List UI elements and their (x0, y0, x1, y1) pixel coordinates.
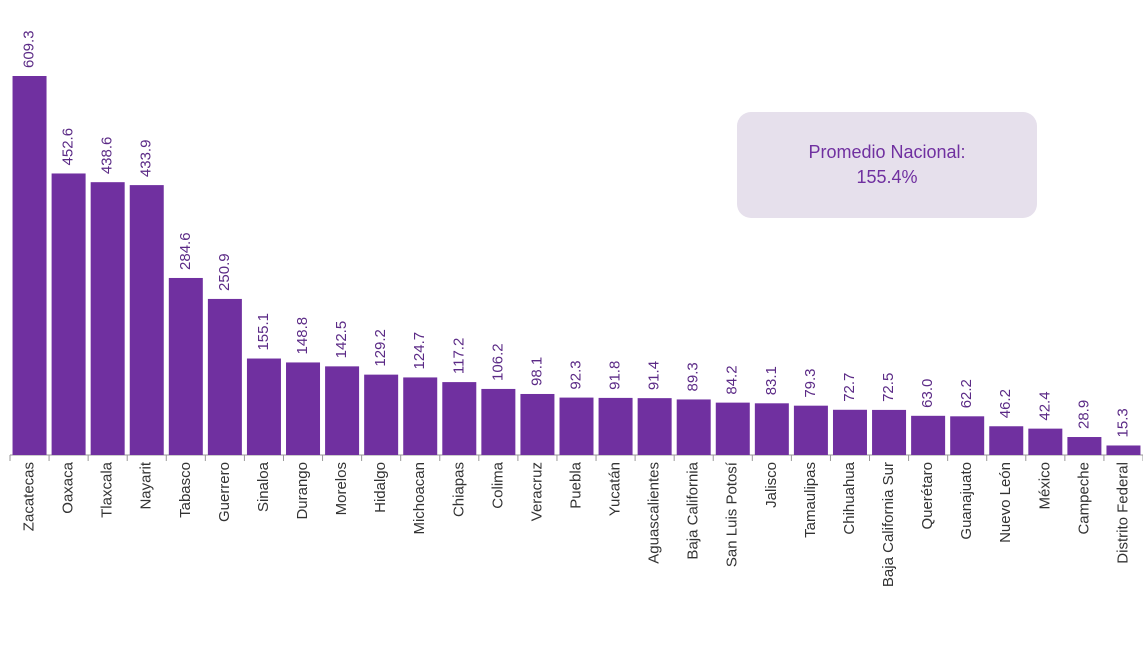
bar (754, 403, 789, 455)
value-label: 15.3 (1114, 408, 1131, 437)
bar (90, 182, 125, 455)
bar (168, 277, 203, 455)
value-label: 63.0 (919, 379, 936, 408)
x-tick-label: Morelos (333, 462, 350, 515)
bar (598, 397, 633, 455)
value-label: 91.8 (607, 361, 624, 390)
x-tick-label: Campeche (1075, 462, 1092, 535)
annotation: Promedio Nacional: (808, 142, 965, 162)
bar (403, 377, 438, 455)
bar (1028, 428, 1063, 455)
x-tick-label: Hidalgo (372, 462, 389, 513)
x-tick-label: Yucatán (607, 462, 624, 516)
x-tick-label: Veracruz (528, 462, 545, 521)
x-tick-label: Baja California (685, 461, 702, 559)
annotation: 155.4% (856, 167, 917, 187)
bar (207, 298, 242, 455)
bar (51, 173, 86, 455)
x-tick-label: Chiapas (450, 462, 467, 517)
value-label: 42.4 (1036, 391, 1053, 420)
value-label: 72.5 (880, 373, 897, 402)
x-tick-label: San Luis Potosí (724, 461, 741, 567)
x-tick-label: Tamaulipas (802, 462, 819, 538)
value-label: 89.3 (685, 362, 702, 391)
x-tick-label: Chihuahua (841, 461, 858, 534)
value-label: 117.2 (450, 338, 467, 374)
value-label: 433.9 (138, 140, 155, 178)
x-tick-label: Zacatecas (21, 462, 38, 531)
value-label: 92.3 (567, 360, 584, 389)
value-label: 83.1 (763, 366, 780, 395)
bar (911, 415, 946, 455)
value-label: 84.2 (724, 365, 741, 394)
x-tick-label: Nayarit (138, 461, 155, 509)
value-label: 155.1 (255, 313, 272, 351)
bar (364, 374, 399, 455)
bar (1106, 445, 1141, 455)
x-tick-label: Colima (489, 461, 506, 508)
x-tick-label: Oaxaca (60, 461, 77, 513)
x-tick-label: Guerrero (216, 462, 233, 522)
bar (872, 409, 907, 455)
x-tick-label: Aguascalientes (646, 462, 663, 564)
value-label: 46.2 (997, 389, 1014, 418)
bar (1067, 437, 1102, 455)
bar (793, 405, 828, 455)
value-label: 62.2 (958, 379, 975, 408)
bar (950, 416, 985, 455)
value-label: 72.7 (841, 373, 858, 402)
bar (286, 362, 321, 455)
bar (12, 76, 47, 455)
x-tick-label: Jalisco (763, 462, 780, 508)
value-label: 98.1 (528, 357, 545, 386)
x-tick-label: Tabasco (177, 462, 194, 518)
bar (715, 402, 750, 455)
bar (676, 399, 711, 455)
value-label: 28.9 (1075, 400, 1092, 429)
bar (325, 366, 360, 455)
x-tick-label: Puebla (567, 461, 584, 508)
x-tick-label: Tlaxcala (99, 461, 116, 518)
annotation-box (737, 112, 1037, 218)
value-label: 106.2 (489, 343, 506, 381)
bar (129, 185, 164, 456)
x-tick-label: Baja California Sur (880, 462, 897, 587)
value-label: 79.3 (802, 368, 819, 397)
value-label: 91.4 (646, 361, 663, 390)
bar (520, 393, 555, 455)
x-tick-label: Distrito Federal (1114, 462, 1131, 564)
x-tick-label: Guanajuato (958, 462, 975, 540)
value-label: 142.5 (333, 321, 350, 359)
value-label: 284.6 (177, 232, 194, 270)
bar (989, 426, 1024, 455)
x-tick-label: Querétaro (919, 462, 936, 530)
x-tick-label: México (1036, 462, 1053, 510)
bar (246, 358, 281, 455)
bar (481, 388, 516, 455)
value-label: 148.8 (294, 317, 311, 355)
x-tick-label: Durango (294, 462, 311, 520)
x-tick-label: Michoacan (411, 462, 428, 535)
bar (559, 397, 594, 455)
bar (832, 409, 867, 455)
value-label: 452.6 (60, 128, 77, 166)
value-label: 124.7 (411, 332, 428, 370)
bar (442, 382, 477, 455)
x-tick-label: Nuevo León (997, 462, 1014, 543)
value-label: 438.6 (99, 137, 116, 175)
bar (637, 398, 672, 455)
x-tick-label: Sinaloa (255, 461, 272, 512)
value-label: 129.2 (372, 329, 389, 367)
value-label: 609.3 (21, 30, 38, 68)
value-label: 250.9 (216, 253, 233, 291)
